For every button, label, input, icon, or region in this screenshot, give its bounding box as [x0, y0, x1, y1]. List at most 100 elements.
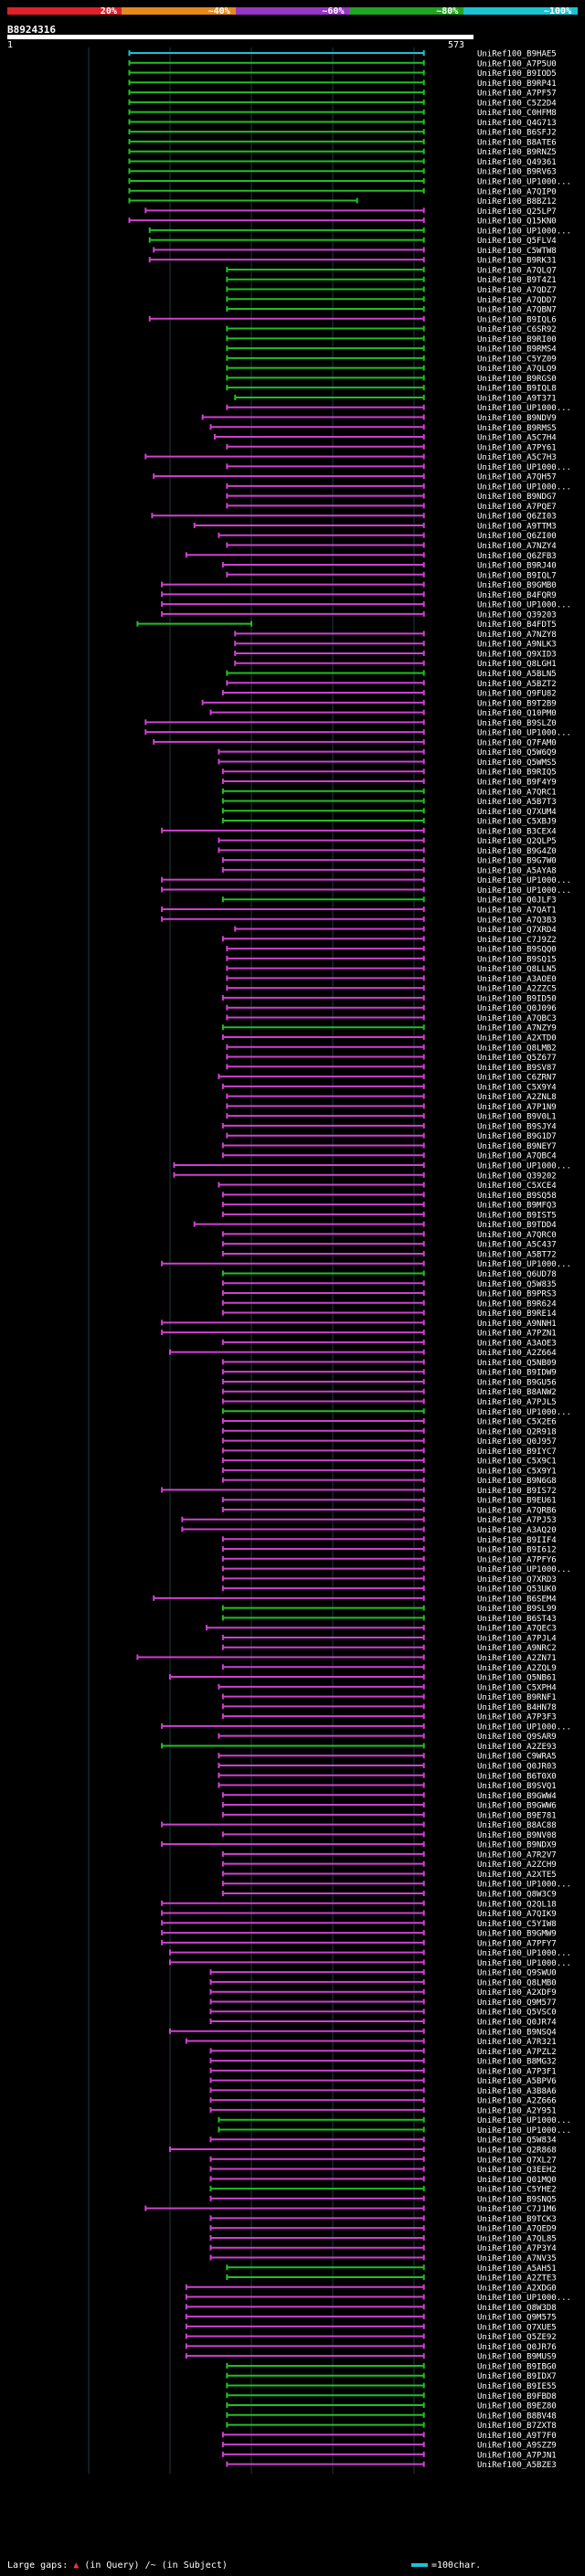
hit-label: UniRef100_A7NZY4 — [477, 542, 557, 551]
hit-label: UniRef100_A7QRC0 — [477, 1231, 557, 1240]
hit-label: UniRef100_A7QDD7 — [477, 296, 557, 305]
hit-label: UniRef100_A9NLK3 — [477, 641, 557, 650]
hit-label: UniRef100_C5YZ09 — [477, 355, 557, 364]
alignment-chart: UniRef100_B9HAE5UniRef100_A7P5U0UniRef10… — [88, 48, 571, 2475]
hit-label: UniRef100_A7PZN1 — [477, 1330, 557, 1339]
hit-label: UniRef100_A7QDZ7 — [477, 286, 557, 295]
hit-label: UniRef100_B3CEX4 — [477, 827, 557, 836]
hit-label: UniRef100_A7QEC3 — [477, 1625, 557, 1634]
hit-label: UniRef100_B9MUS9 — [477, 2353, 557, 2362]
hit-label: UniRef100_Q0JR76 — [477, 2343, 557, 2352]
hit-label: UniRef100_Q7XUE5 — [477, 2323, 557, 2332]
hit-label: UniRef100_A7QL85 — [477, 2234, 557, 2243]
hit-label: UniRef100_B9GWW6 — [477, 1802, 557, 1811]
hit-label: UniRef100_A2ZN71 — [477, 1654, 557, 1663]
hit-label: UniRef100_UP1000... — [477, 227, 571, 236]
hit-label: UniRef100_A2XTD0 — [477, 1034, 557, 1044]
hit-label: UniRef100_A7QLQ7 — [477, 266, 557, 275]
hit-label: UniRef100_A7QRC1 — [477, 788, 557, 797]
hit-label: UniRef100_C5Z2D4 — [477, 99, 557, 108]
hit-label: UniRef100_Q5W834 — [477, 2136, 557, 2146]
hit-label: UniRef100_B9RI00 — [477, 335, 557, 345]
hit-label: UniRef100_Q0JR74 — [477, 2019, 557, 2028]
hit-label: UniRef100_B9V0L1 — [477, 1113, 557, 1122]
hit-label: UniRef100_A9NRC2 — [477, 1644, 557, 1653]
hit-label: UniRef100_C5XBJ9 — [477, 818, 557, 827]
hit-label: UniRef100_A5BT72 — [477, 1250, 557, 1259]
hit-label: UniRef100_B4FDT5 — [477, 620, 557, 630]
hit-label: UniRef100_Q5ZE92 — [477, 2333, 557, 2342]
hit-label: UniRef100_Q5WMS5 — [477, 758, 557, 768]
hit-label: UniRef100_A5C7H4 — [477, 434, 557, 443]
hit-label: UniRef100_Q5NB61 — [477, 1674, 557, 1683]
legend-scale-label: =100char. — [431, 2560, 482, 2571]
hit-label: UniRef100_C5WTW8 — [477, 247, 557, 256]
hit-label: UniRef100_A2ZZC5 — [477, 985, 557, 994]
hit-label: UniRef100_B9ID50 — [477, 994, 557, 1003]
hit-label: UniRef100_B7ZXT8 — [477, 2422, 557, 2431]
hit-label: UniRef100_Q2R868 — [477, 2147, 557, 2156]
hit-label: UniRef100_A5AH51 — [477, 2264, 557, 2274]
hit-label: UniRef100_C0HFM8 — [477, 109, 557, 118]
hit-label: UniRef100_Q8LMB0 — [477, 1978, 557, 1988]
hit-label: UniRef100_A7PJN1 — [477, 2451, 557, 2460]
hit-label: UniRef100_B9IQL7 — [477, 571, 557, 580]
hit-label: UniRef100_A5C7H3 — [477, 453, 557, 462]
hit-label: UniRef100_Q9XID3 — [477, 650, 557, 659]
hit-label: UniRef100_B9IQL8 — [477, 385, 557, 394]
hit-label: UniRef100_C5X9Y1 — [477, 1467, 557, 1476]
hit-label: UniRef100_A7QH57 — [477, 473, 557, 482]
hit-label: UniRef100_B9RJ40 — [477, 562, 557, 571]
hit-label: UniRef100_B9G4Z0 — [477, 847, 557, 856]
hit-label: UniRef100_Q8W3C9 — [477, 1890, 557, 1899]
hit-label: UniRef100_B8BV48 — [477, 2412, 557, 2421]
legend-query-gap: (in Query) — [84, 2560, 140, 2571]
hit-label: UniRef100_Q25LP7 — [477, 207, 557, 217]
hit-label: UniRef100_B9GMB0 — [477, 581, 557, 590]
hit-label: UniRef100_C5X9C1 — [477, 1458, 557, 1467]
hit-label: UniRef100_A7PQE7 — [477, 503, 557, 512]
hit-label: UniRef100_A9T7F0 — [477, 2432, 557, 2441]
hit-label: UniRef100_B9IE55 — [477, 2382, 557, 2391]
hit-label: UniRef100_UP1000... — [477, 482, 571, 492]
hit-label: UniRef100_B4HN78 — [477, 1703, 557, 1712]
hit-label: UniRef100_B9EZ80 — [477, 2402, 557, 2412]
hit-label: UniRef100_C5XCE4 — [477, 1182, 557, 1191]
legend-scale: =100char. — [411, 2560, 481, 2571]
hit-label: UniRef100_A7PY61 — [477, 443, 557, 452]
hit-label: UniRef100_Q0J096 — [477, 1004, 557, 1013]
hit-label: UniRef100_B9GWW4 — [477, 1792, 557, 1801]
hit-label: UniRef100_Q6ZFB3 — [477, 552, 557, 561]
hit-label: UniRef100_Q5W6Q9 — [477, 748, 557, 758]
hit-label: UniRef100_Q39202 — [477, 1171, 557, 1181]
hit-label: UniRef100_UP1000... — [477, 876, 571, 885]
legend: Large gaps: ▲ (in Query) /~ (in Subject) — [7, 2560, 228, 2571]
hit-label: UniRef100_A3AQ20 — [477, 1526, 557, 1535]
hit-label: UniRef100_A2ZNL8 — [477, 1093, 557, 1102]
hit-label: UniRef100_Q5VSC0 — [477, 2009, 557, 2018]
hit-label: UniRef100_B8AC88 — [477, 1821, 557, 1830]
hit-label: UniRef100_A7QBC4 — [477, 1152, 557, 1161]
hit-label: UniRef100_B9SVQ1 — [477, 1782, 557, 1791]
hit-label: UniRef100_A9TTM3 — [477, 522, 557, 531]
hit-label: UniRef100_B9I612 — [477, 1546, 557, 1555]
hit-label: UniRef100_Q6UD78 — [477, 1270, 557, 1279]
scale-swatch — [411, 2563, 428, 2567]
hit-label: UniRef100_B9PRS3 — [477, 1290, 557, 1299]
hit-label: UniRef100_A7QRB6 — [477, 1506, 557, 1515]
hit-label: UniRef100_A9NNH1 — [477, 1320, 557, 1329]
hit-label: UniRef100_A7PF57 — [477, 90, 557, 99]
hit-label: UniRef100_A2ZTE3 — [477, 2274, 557, 2284]
hit-label: UniRef100_A5AYA8 — [477, 866, 557, 875]
hit-label: UniRef100_UP1000... — [477, 404, 571, 413]
hit-label: UniRef100_B6T0X0 — [477, 1772, 557, 1781]
hit-label: UniRef100_A7QAT1 — [477, 906, 557, 915]
hit-label: UniRef100_Q2QL18 — [477, 1900, 557, 1909]
hit-label: UniRef100_A9SZZ9 — [477, 2442, 557, 2451]
hit-label: UniRef100_Q49361 — [477, 158, 557, 167]
hit-label: UniRef100_A3AOE3 — [477, 1339, 557, 1348]
hit-label: UniRef100_A7PJL4 — [477, 1634, 557, 1643]
hit-label: UniRef100_Q4G713 — [477, 119, 557, 128]
hit-label: UniRef100_Q9FU82 — [477, 690, 557, 699]
hit-label: UniRef100_UP1000... — [477, 1162, 571, 1171]
